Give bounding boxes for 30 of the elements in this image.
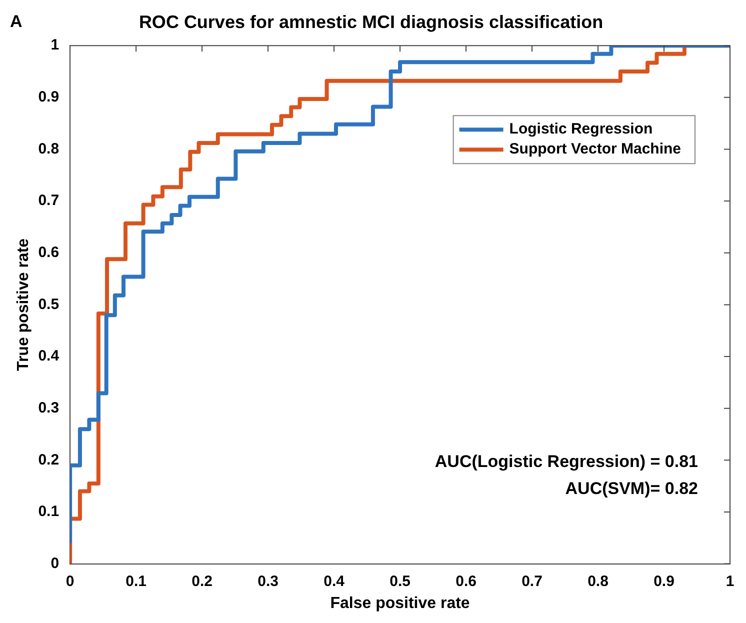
- chart-title: ROC Curves for amnestic MCI diagnosis classification: [138, 12, 604, 32]
- y-tick-label: 1: [50, 36, 60, 54]
- x-tick-label: 0: [66, 572, 74, 590]
- annotation: AUC(SVM)= 0.82: [565, 478, 698, 498]
- x-tick-label: 0.6: [456, 572, 476, 590]
- y-tick-label: 0.9: [38, 88, 60, 106]
- legend-label: Logistic Regression: [509, 120, 653, 138]
- x-tick-label: 0.8: [588, 572, 608, 590]
- x-tick-label: 0.3: [258, 572, 278, 590]
- x-axis-title: False positive rate: [330, 594, 470, 612]
- x-tick-label: 0.2: [192, 572, 212, 590]
- x-tick-label: 0.7: [522, 572, 542, 590]
- y-tick-label: 0.8: [38, 140, 60, 158]
- y-axis-title: True positive rate: [15, 238, 32, 371]
- text: A: [10, 12, 22, 32]
- legend-label: Support Vector Machine: [509, 140, 682, 158]
- y-tick-label: 0.6: [38, 244, 60, 262]
- y-tick-label: 0.3: [38, 399, 60, 416]
- x-tick-label: 0.5: [390, 572, 410, 590]
- annotation: AUC(Logistic Regression) = 0.81: [434, 452, 698, 471]
- y-tick-label: 0: [50, 554, 60, 572]
- y-tick-label: 0.5: [38, 296, 60, 313]
- x-tick-label: 0.1: [126, 572, 146, 590]
- x-tick-label: 0.9: [654, 572, 674, 590]
- y-tick-label: 0.2: [38, 451, 60, 468]
- y-tick-label: 0.7: [38, 192, 60, 210]
- y-tick-label: 0.4: [38, 348, 60, 365]
- x-tick-label: 1: [726, 572, 734, 590]
- y-tick-label: 0.1: [38, 503, 60, 520]
- x-tick-label: 0.4: [324, 572, 346, 590]
